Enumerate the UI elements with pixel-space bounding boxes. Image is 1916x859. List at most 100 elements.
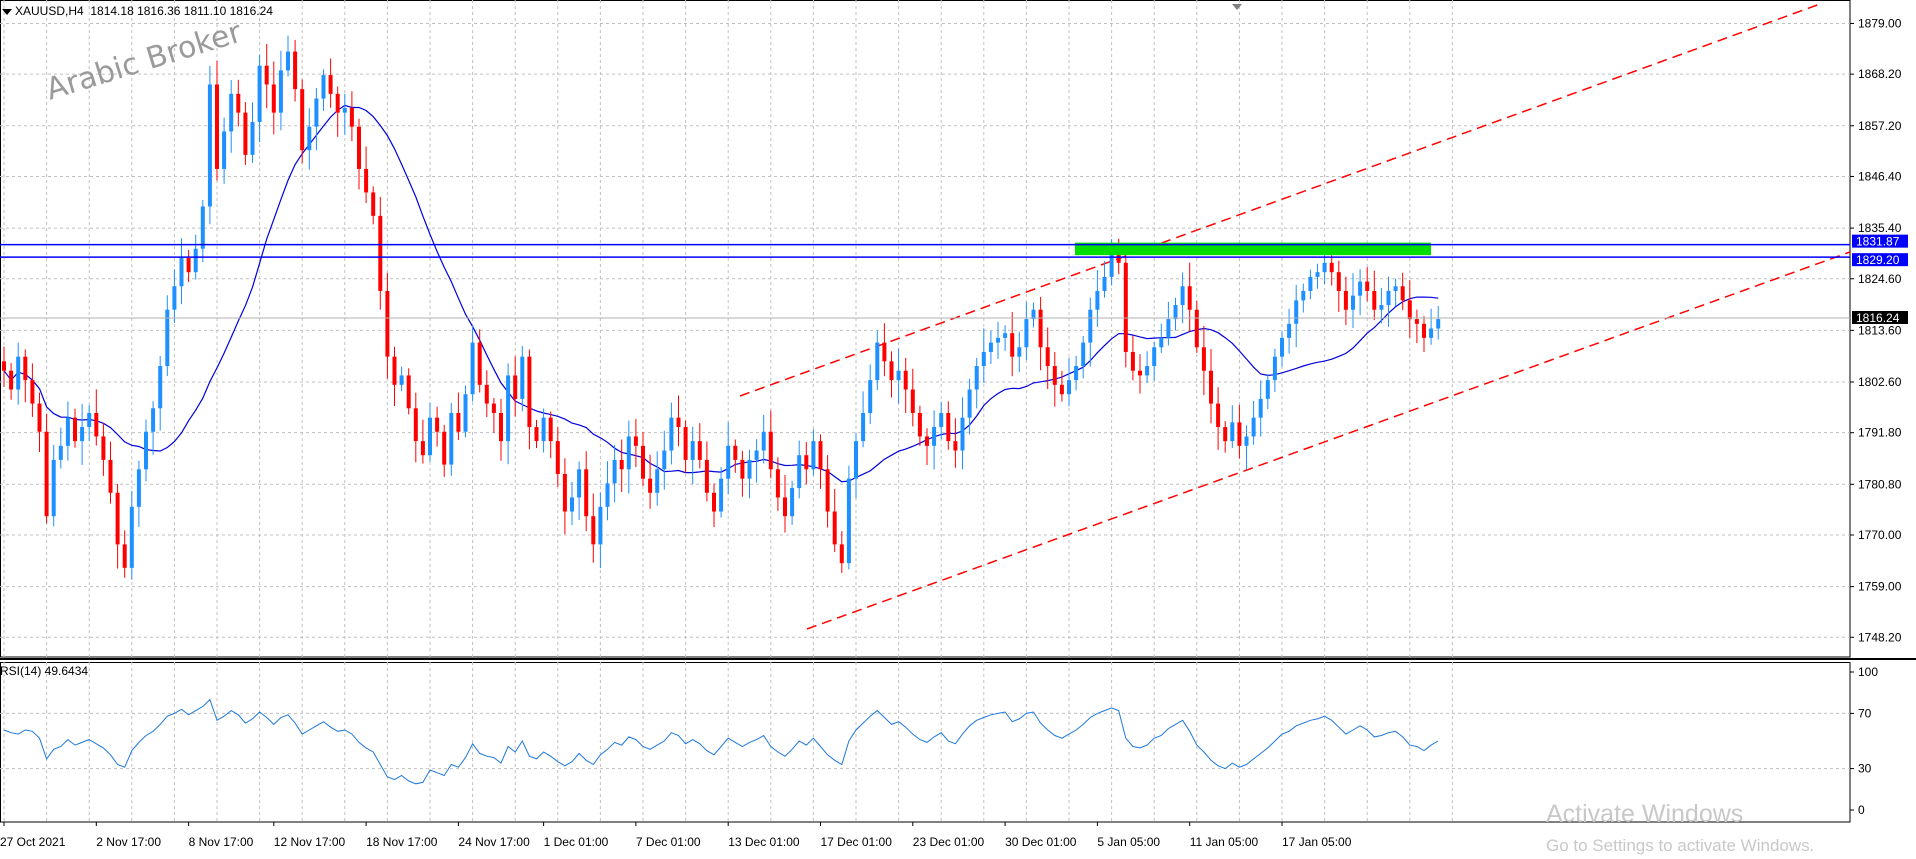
candle-body (1322, 262, 1327, 273)
candle-body (626, 436, 631, 470)
candle-body (87, 412, 92, 428)
ohlc-values: 1814.18 1816.36 1811.10 1816.24 (90, 4, 273, 18)
candle-body (1244, 436, 1249, 446)
time-tick-label: 17 Dec 01:00 (821, 835, 893, 849)
candle-body (23, 356, 28, 381)
candle-body (449, 412, 454, 465)
candle-body (406, 375, 411, 409)
level-label-bg (1852, 234, 1908, 248)
activate-windows-title: Activate Windows (1546, 800, 1744, 828)
candle-body (392, 356, 397, 385)
candle-body (754, 450, 759, 460)
candle-body (1265, 380, 1270, 399)
time-tick-label: 18 Nov 17:00 (366, 835, 438, 849)
candle-body (122, 544, 127, 568)
rsi-tick-label: 100 (1858, 665, 1878, 679)
candle-body (704, 459, 709, 493)
candle-body (534, 427, 539, 442)
candle-body (51, 459, 56, 517)
candle-body (44, 431, 49, 517)
candle-body (335, 93, 340, 113)
candle-body (420, 441, 425, 456)
candle-body (1187, 286, 1192, 310)
price-tick-label: 1835.40 (1858, 221, 1902, 235)
candle-body (1145, 366, 1150, 376)
level-label-bg (1852, 310, 1908, 324)
resistance-zone (1075, 242, 1431, 256)
candle-body (357, 126, 361, 169)
candle-body (1159, 337, 1164, 348)
rsi-tick-label: 0 (1858, 803, 1865, 817)
time-tick-label: 8 Nov 17:00 (189, 835, 254, 849)
candle-body (1336, 272, 1341, 291)
candle-body (1329, 262, 1334, 273)
candle-body (1088, 309, 1093, 343)
candle-body (619, 459, 624, 470)
candle-body (520, 356, 525, 399)
candle-body (94, 412, 99, 437)
candle-body (73, 417, 77, 442)
price-tick-label: 1857.20 (1858, 119, 1902, 133)
candle-body (648, 478, 653, 493)
candle-body (1209, 370, 1213, 404)
candle-body (463, 394, 468, 432)
candle-body (470, 342, 475, 395)
candle-body (846, 478, 851, 564)
level-label: 1829.20 (1856, 253, 1900, 267)
candle-body (1031, 309, 1036, 320)
candle-body (669, 417, 674, 451)
candle-body (839, 544, 844, 564)
candle-body (1422, 323, 1426, 338)
candle-body (456, 412, 461, 432)
candle-body (1365, 281, 1370, 291)
candle-body (712, 492, 716, 512)
candle-body (16, 356, 21, 390)
candle-body (726, 445, 731, 479)
candle-body (413, 408, 418, 442)
candle-body (903, 370, 908, 390)
price-tick-label: 1770.00 (1858, 528, 1902, 542)
time-tick-label: 13 Dec 01:00 (728, 835, 800, 849)
time-tick-label: 11 Jan 05:00 (1190, 835, 1259, 849)
level-label: 1831.87 (1856, 235, 1900, 249)
time-tick-label: 7 Dec 01:00 (636, 835, 701, 849)
candle-body (101, 436, 106, 460)
candle-body (861, 412, 866, 442)
candle-body (151, 408, 156, 432)
candle-body (960, 417, 965, 451)
candle-body (981, 351, 986, 367)
scroll-marker-icon (1232, 4, 1242, 10)
candle-body (804, 455, 809, 470)
candle-body (257, 65, 262, 123)
candle-body (939, 412, 944, 428)
candle-body (1152, 347, 1157, 367)
candle-body (1351, 295, 1355, 310)
moving-average-line (3, 104, 1439, 483)
candle-body (633, 436, 638, 446)
price-tick-label: 1791.80 (1858, 426, 1902, 440)
candle-body (1081, 342, 1086, 367)
candle-body (506, 375, 511, 442)
candle-body (321, 75, 326, 99)
candle-body (158, 366, 163, 409)
candle-body (328, 75, 333, 94)
candle-body (910, 389, 915, 413)
candle-body (740, 459, 745, 479)
candle-body (250, 122, 255, 155)
candle-body (868, 380, 873, 413)
moving-average-layer (3, 104, 1439, 483)
candle-body (832, 511, 837, 545)
dropdown-arrow-icon[interactable] (2, 8, 12, 15)
candle-body (1230, 422, 1235, 442)
channel-line (739, 3, 1821, 397)
candle-body (946, 412, 951, 442)
candle-body (179, 258, 184, 287)
candle-body (129, 506, 134, 568)
candle-body (925, 436, 929, 446)
candle-body (655, 469, 660, 493)
candle-body (1294, 300, 1299, 324)
candle-body (30, 380, 35, 404)
candle-body (1116, 253, 1121, 263)
